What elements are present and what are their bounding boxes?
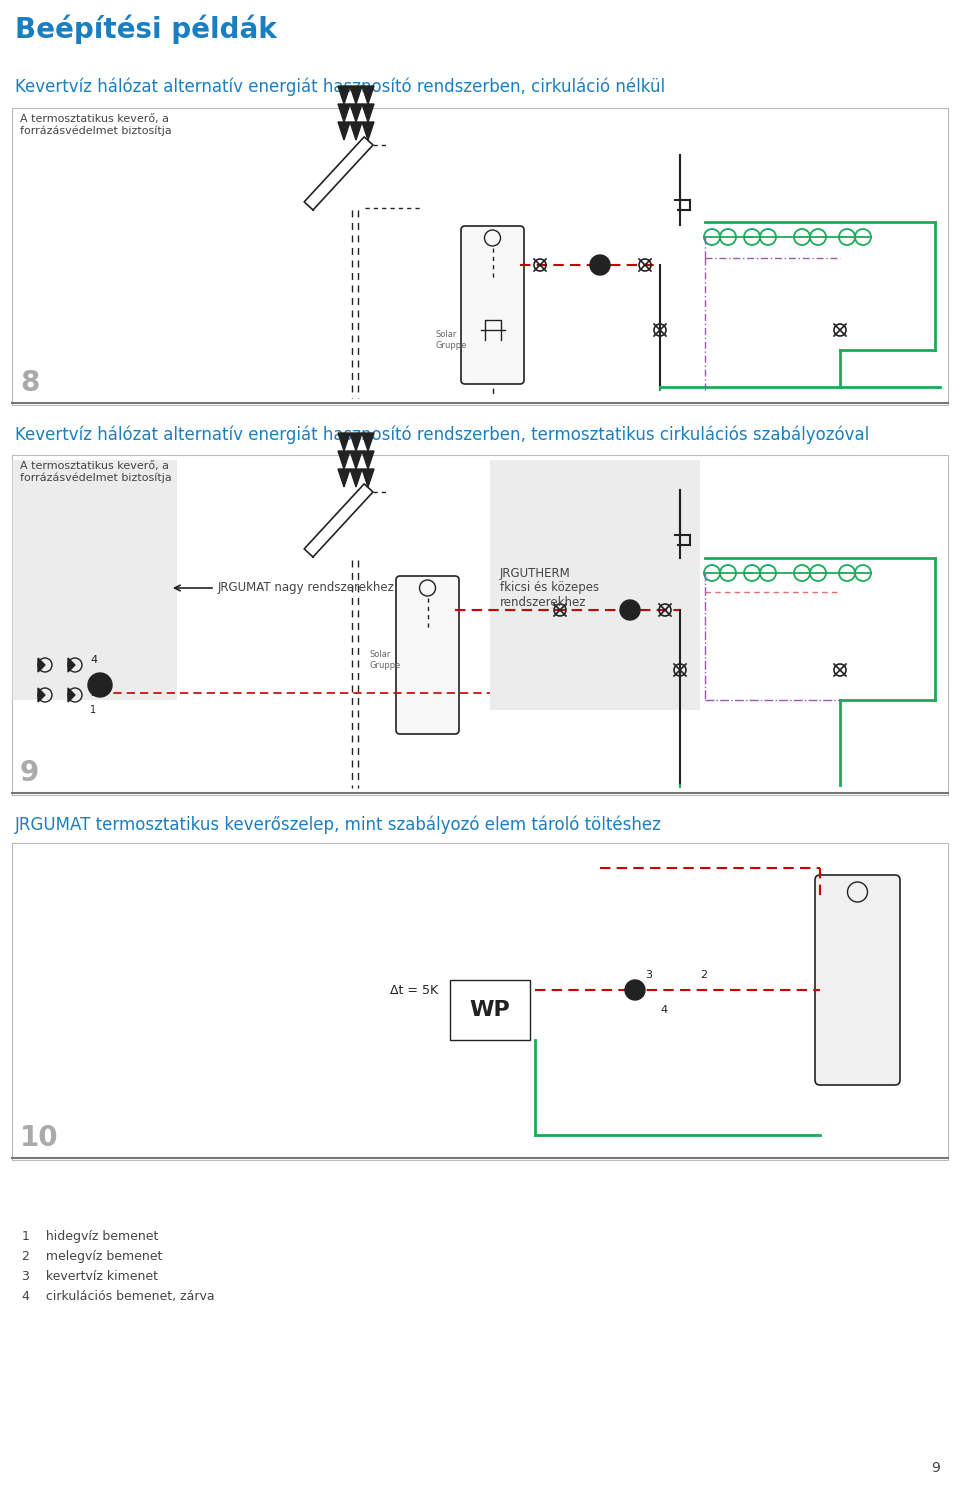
Polygon shape xyxy=(350,86,362,104)
Polygon shape xyxy=(362,104,374,122)
Text: 1    hidegvíz bemenet: 1 hidegvíz bemenet xyxy=(22,1230,158,1243)
Polygon shape xyxy=(350,469,362,487)
Text: WP: WP xyxy=(469,1001,511,1020)
Text: 4    cirkulációs bemenet, zárva: 4 cirkulációs bemenet, zárva xyxy=(22,1289,215,1303)
Text: 10: 10 xyxy=(20,1124,59,1152)
Text: 2: 2 xyxy=(90,688,97,698)
Bar xyxy=(12,843,948,1160)
FancyBboxPatch shape xyxy=(461,226,524,384)
Bar xyxy=(12,456,948,795)
FancyBboxPatch shape xyxy=(396,576,459,734)
Polygon shape xyxy=(350,451,362,469)
Circle shape xyxy=(590,255,610,275)
Text: 4: 4 xyxy=(90,655,97,666)
Polygon shape xyxy=(38,658,45,672)
Bar xyxy=(450,980,530,1039)
Text: 9: 9 xyxy=(931,1461,940,1476)
Text: Δt = 5K: Δt = 5K xyxy=(390,984,438,996)
Bar xyxy=(12,109,948,405)
Polygon shape xyxy=(350,104,362,122)
Polygon shape xyxy=(350,433,362,451)
Circle shape xyxy=(88,673,112,697)
Circle shape xyxy=(620,600,640,619)
Text: 1: 1 xyxy=(90,704,96,715)
Text: Solar
Gruppe: Solar Gruppe xyxy=(435,331,467,350)
Text: Beépítési példák: Beépítési példák xyxy=(15,15,276,45)
Polygon shape xyxy=(362,451,374,469)
Text: A termosztatikus keverő, a
forrázásvédelmet biztosítja: A termosztatikus keverő, a forrázásvédel… xyxy=(20,115,172,135)
Polygon shape xyxy=(338,469,350,487)
Text: JRGUTHERM
fkicsi és közepes
rendszerekhez: JRGUTHERM fkicsi és közepes rendszerekhe… xyxy=(500,566,599,609)
Text: Kevertvíz hálózat alternatív energiát hasznosító rendszerben, cirkuláció nélkül: Kevertvíz hálózat alternatív energiát ha… xyxy=(15,77,665,97)
Polygon shape xyxy=(362,433,374,451)
Polygon shape xyxy=(338,86,350,104)
Text: 2    melegvíz bemenet: 2 melegvíz bemenet xyxy=(22,1249,162,1263)
Polygon shape xyxy=(68,688,75,701)
Bar xyxy=(12,460,177,700)
Text: 2: 2 xyxy=(700,969,708,980)
Polygon shape xyxy=(362,86,374,104)
Text: JRGUMAT nagy rendszerekhez: JRGUMAT nagy rendszerekhez xyxy=(218,582,395,594)
Text: 4: 4 xyxy=(660,1005,667,1015)
Polygon shape xyxy=(338,451,350,469)
Text: 9: 9 xyxy=(20,759,39,788)
Circle shape xyxy=(625,980,645,1001)
Text: 3    kevertvíz kimenet: 3 kevertvíz kimenet xyxy=(22,1270,158,1284)
Polygon shape xyxy=(338,104,350,122)
Bar xyxy=(490,460,700,710)
Polygon shape xyxy=(338,433,350,451)
Polygon shape xyxy=(350,122,362,140)
FancyBboxPatch shape xyxy=(815,876,900,1085)
Text: JRGUMAT termosztatikus keverőszelep, mint szabályozó elem tároló töltéshez: JRGUMAT termosztatikus keverőszelep, min… xyxy=(15,814,661,834)
Polygon shape xyxy=(362,122,374,140)
Polygon shape xyxy=(38,688,45,701)
Text: A termosztatikus keverő, a
forrázásvédelmet biztosítja: A termosztatikus keverő, a forrázásvédel… xyxy=(20,462,172,484)
Text: Solar
Gruppe: Solar Gruppe xyxy=(370,651,401,670)
Polygon shape xyxy=(338,122,350,140)
Polygon shape xyxy=(362,469,374,487)
Text: 3: 3 xyxy=(645,969,652,980)
Text: Kevertvíz hálózat alternatív energiát hasznosító rendszerben, termosztatikus cir: Kevertvíz hálózat alternatív energiát ha… xyxy=(15,424,869,444)
Text: 8: 8 xyxy=(20,369,39,398)
Polygon shape xyxy=(68,658,75,672)
